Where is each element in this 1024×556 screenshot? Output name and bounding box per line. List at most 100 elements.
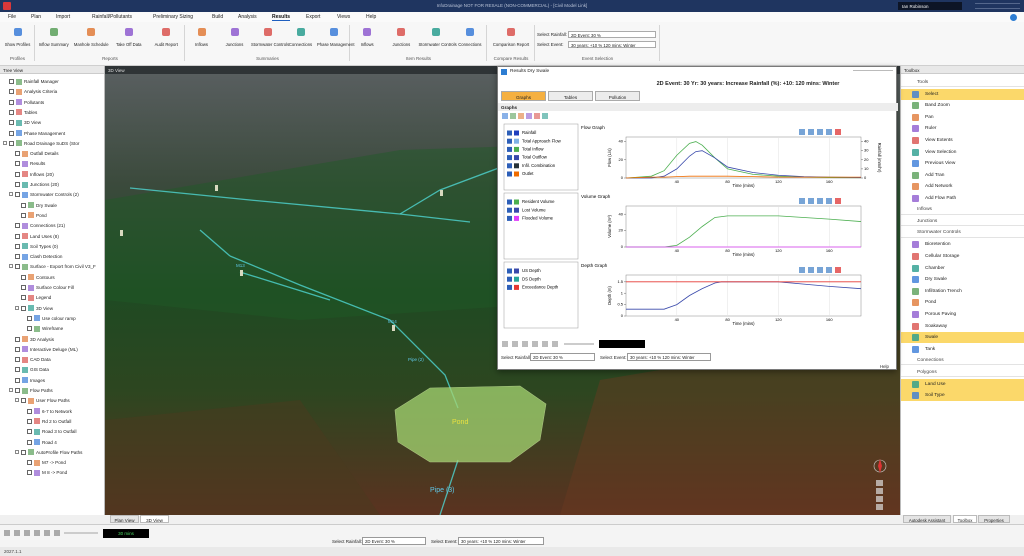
toolbox-item[interactable]: Previous View [901,158,1024,169]
tree-item[interactable]: Pollutants [0,98,104,107]
toolbox-item[interactable]: Tank [901,344,1024,355]
toolbox-item[interactable]: Infiltration Trench [901,286,1024,297]
results-tab[interactable]: Pollution [595,91,640,101]
toolbox-item[interactable]: Pan [901,112,1024,123]
tree-item[interactable]: Junctions (20) [0,180,104,189]
help-link[interactable]: Help [880,364,889,369]
graph-tool[interactable] [826,129,832,135]
ribbon-button[interactable]: Connections [284,26,317,52]
playback-button[interactable] [54,530,60,536]
tree-item[interactable]: 3D View [0,304,104,313]
menu-tab[interactable]: Export [306,14,321,20]
graph-tool[interactable] [826,267,832,273]
legend-checkbox[interactable] [507,146,512,152]
panel-tab[interactable]: Toolbox [953,515,977,523]
playback-button[interactable] [34,530,40,536]
toolbox-section[interactable]: Inflows [901,205,1024,215]
legend-checkbox[interactable] [507,138,512,144]
tree-item[interactable]: Surface - Export from Civil V3_F [0,262,104,271]
dropdown[interactable]: 30 years: +10 % 120 mins: Winter [458,537,544,545]
panel-tab[interactable]: Autodesk Assistant [903,515,951,523]
legend-checkbox[interactable] [507,163,512,169]
tree-item[interactable]: Analysis Criteria [0,87,104,96]
legend-checkbox[interactable] [507,268,512,274]
tree-item[interactable]: CAD Data [0,355,104,364]
ribbon-button[interactable]: Manhole Schedule [73,26,111,52]
tree-item[interactable]: Land Uses (8) [0,232,104,241]
tree-item[interactable]: M7 -> Pond [0,458,104,467]
tree-item[interactable]: Tables [0,108,104,117]
dropdown[interactable]: 30 years: +10 % 120 mins: Winter [627,353,711,361]
ribbon-button[interactable]: Junctions [384,26,418,52]
tree-item[interactable]: Contours [0,273,104,282]
tree-item[interactable]: Road 3 to Outfall [0,427,104,436]
ribbon-button[interactable]: Take Off Data [110,26,148,52]
tree-item[interactable]: Outfall Details [0,149,104,158]
dropdown[interactable]: 2D Event: 30 % [530,353,595,361]
menu-tab[interactable]: Results [272,14,291,21]
toolbox-item[interactable]: Ruler [901,123,1024,134]
user-account[interactable]: Ian Robinson [898,2,962,10]
tree-item[interactable]: Dry Swale [0,201,104,210]
toolbox-section[interactable]: Polygons [901,367,1024,377]
results-tab[interactable]: Graphs [501,91,546,101]
tree-item[interactable]: Surface Colour Fill [0,283,104,292]
ribbon-button[interactable]: Audit Report [148,26,186,52]
tree-item[interactable]: Images [0,376,104,385]
tree-item[interactable]: GIS Data [0,365,104,374]
graph-tool[interactable] [799,267,805,273]
graph-tool[interactable] [817,267,823,273]
ribbon-button[interactable]: Junctions [218,26,251,52]
toolbox-item[interactable]: View Extents [901,135,1024,146]
menu-tab[interactable]: Help [366,14,377,20]
legend-checkbox[interactable] [507,284,512,290]
toolbox-section[interactable]: Connections [901,355,1024,366]
tree-item[interactable]: 3D Analysis [0,335,104,344]
view-tab[interactable]: Plan View [110,515,139,523]
menu-tab[interactable]: Build [212,14,224,20]
ribbon-button[interactable]: Comparison Report [487,26,535,52]
tree-item[interactable]: M 8 -> Pond [0,468,104,477]
toolbox-item[interactable]: View Selection [901,147,1024,158]
tree-item[interactable]: 6-7 to Network [0,407,104,416]
toolbox-item[interactable]: Add Network [901,181,1024,192]
menu-tab[interactable]: Rainfall/Pollutants [92,14,133,20]
ribbon-button[interactable]: Show Profiles [0,26,35,52]
ribbon-button[interactable]: Stormwater Controls [419,26,457,52]
dropdown[interactable]: 30 years: +10 % 120 mins: Winter [568,41,656,48]
ribbon-button[interactable]: Phase Management [317,26,354,52]
toolbox-item[interactable]: Swale [901,332,1024,344]
tree-item[interactable]: Clash Detection [0,252,104,261]
toolbox-item[interactable]: Band Zoom [901,100,1024,111]
graph-tool[interactable] [817,129,823,135]
toolbox-section[interactable]: Junctions [901,216,1024,227]
tree-item[interactable]: Phase Management [0,129,104,138]
tree-item[interactable]: Use colour ramp [0,314,104,323]
graph-tool[interactable] [799,198,805,204]
playback-button[interactable] [502,341,508,347]
toolbox-item[interactable]: Soil Type [901,390,1024,402]
toolbar-button[interactable] [502,113,508,119]
tree-item[interactable]: 3D View [0,118,104,127]
menu-tab[interactable]: Preliminary Sizing [153,14,194,20]
graph-tool[interactable] [826,198,832,204]
toolbox-item[interactable]: Porous Paving [901,309,1024,320]
menu-tab[interactable]: File [8,14,17,20]
tree-item[interactable]: Pond [0,211,104,220]
tree-item[interactable]: Inflows (20) [0,170,104,179]
toolbox-item[interactable]: Add Flow Path [901,193,1024,204]
results-tab[interactable]: Tables [548,91,593,101]
playback-button[interactable] [44,530,50,536]
ribbon-button[interactable]: Inflows [350,26,384,52]
ribbon-button[interactable]: Inflows [185,26,218,52]
tree-item[interactable]: AutoProfile Flow Paths [0,448,104,457]
toolbox-item[interactable]: Add Tran [901,170,1024,181]
view-tab[interactable]: 3D View [140,515,169,523]
toolbar-button[interactable] [534,113,540,119]
toolbox-section[interactable]: Tools [901,77,1024,87]
toolbox-item[interactable]: Soakaway [901,321,1024,332]
menu-tab[interactable]: Analysis [238,14,257,20]
tree-item[interactable]: Road 4 [0,438,104,447]
toolbox-item[interactable]: Select [901,88,1024,100]
toolbar-button[interactable] [518,113,524,119]
